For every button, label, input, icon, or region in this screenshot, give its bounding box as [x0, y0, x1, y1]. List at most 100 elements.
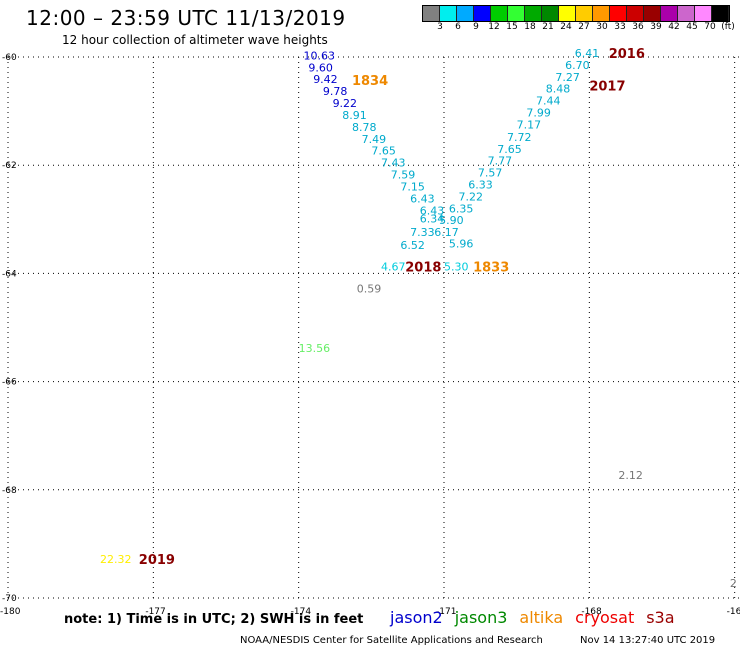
legend-swatch	[491, 6, 508, 21]
legend-swatch	[627, 6, 644, 21]
wave-height-value: 9.22	[333, 97, 358, 110]
legend-swatch	[661, 6, 678, 21]
satellite-legend: jason2 jason3 altika cryosat s3a	[390, 608, 687, 627]
legend-swatch	[440, 6, 457, 21]
lon-tick-label: -16	[727, 607, 740, 617]
wave-height-value: 7.57	[478, 167, 503, 180]
wave-height-value: 8.78	[352, 121, 377, 134]
wave-height-value: 7.43	[381, 156, 406, 169]
legend-label: 9	[473, 22, 479, 32]
color-legend	[422, 5, 730, 22]
legend-label: 33	[614, 22, 626, 32]
lon-tick-label: -171	[436, 607, 456, 617]
lon-tick-label: -174	[291, 607, 312, 617]
legend-label: 15	[506, 22, 518, 32]
legend-swatch	[457, 6, 474, 21]
wave-height-value: 9.42	[313, 73, 338, 86]
pass-time-label: 1834	[352, 74, 388, 89]
legend-swatch	[644, 6, 661, 21]
satellite-s3a: s3a	[646, 608, 675, 627]
legend-label: 30	[596, 22, 608, 32]
wave-height-value: 7.77	[488, 155, 512, 168]
legend-label: 24	[560, 22, 572, 32]
pass-time-label: 1833	[473, 261, 509, 276]
lon-tick-label: -180	[0, 607, 21, 617]
legend-swatch	[593, 6, 610, 21]
wave-height-value: 5.90	[439, 214, 464, 227]
pass-time-label: 2019	[139, 553, 175, 568]
wave-height-value: 6.43	[420, 204, 445, 217]
wave-height-value: 7.49	[362, 133, 387, 146]
wave-height-observations: 10.639.609.429.789.228.918.787.497.657.4…	[100, 47, 737, 590]
legend-label: 42	[668, 22, 680, 32]
wave-height-value: 0.59	[357, 282, 382, 295]
page-title: 12:00 – 23:59 UTC 11/13/2019	[26, 6, 346, 30]
lon-tick-label: -177	[145, 607, 165, 617]
wave-height-value: 9.60	[308, 62, 333, 75]
axis-labels: -60 -62 -64 -66 -68 -70 -180 -177 -174 -171 -168 -1…	[0, 53, 740, 617]
legend-swatch	[525, 6, 542, 21]
wave-height-value: 6.33	[468, 178, 493, 191]
legend-label: (ft)	[721, 22, 735, 32]
map-grid	[7, 56, 740, 599]
lat-tick-label: -70	[2, 594, 17, 604]
wave-height-value: 6.41	[575, 47, 600, 60]
lat-tick-label: -60	[2, 53, 17, 63]
wave-height-value: 6.35	[449, 202, 474, 215]
lon-tick-label: -168	[581, 607, 602, 617]
legend-label: 12	[488, 22, 500, 32]
wave-height-value: 2.12	[618, 469, 643, 482]
satellite-jason2: jason2	[390, 608, 443, 627]
legend-label: 70	[704, 22, 716, 32]
legend-swatch	[678, 6, 695, 21]
legend-swatch	[610, 6, 627, 21]
wave-height-value: 9.78	[323, 85, 348, 98]
wave-height-value: 7.17	[517, 118, 542, 131]
wave-height-value: 22.32	[100, 553, 131, 566]
timestamp: Nov 14 13:27:40 UTC 2019	[580, 635, 716, 646]
legend-label: 39	[650, 22, 662, 32]
legend-label: 21	[542, 22, 554, 32]
wave-height-value: 7.65	[371, 144, 396, 157]
legend-label: 45	[686, 22, 698, 32]
wave-height-value: 6.43	[410, 193, 435, 206]
credit-line: NOAA/NESDIS Center for Satellite Applica…	[240, 635, 543, 646]
wave-height-value: 6.34	[420, 213, 445, 226]
wave-height-value: 10.63	[304, 50, 336, 63]
wave-height-value: 13.56	[299, 342, 331, 355]
lat-tick-label: -66	[2, 378, 17, 388]
wave-height-value: 5.30	[444, 261, 469, 274]
wave-height-value: 7.59	[391, 169, 416, 182]
legend-label: 6	[455, 22, 461, 32]
wave-height-value: 7.65	[497, 143, 522, 156]
time-labels: 1834 2016 2017 2018 1833 2019	[139, 47, 645, 568]
pass-time-label: 2018	[405, 261, 441, 276]
pass-time-label: 2017	[589, 79, 625, 94]
legend-label: 36	[632, 22, 644, 32]
wave-height-value: 7.27	[555, 71, 580, 84]
wave-height-value: 7.22	[459, 190, 484, 203]
footer-note: note: 1) Time is in UTC; 2) SWH is in fe…	[64, 612, 364, 627]
legend-swatch	[474, 6, 491, 21]
legend-swatch	[508, 6, 525, 21]
lat-tick-label: -62	[2, 161, 17, 171]
wave-height-value: 2	[730, 577, 737, 590]
legend-swatch	[542, 6, 559, 21]
lat-tick-label: -68	[2, 486, 17, 496]
wave-height-value: 7.72	[507, 131, 532, 144]
legend-label: 27	[578, 22, 590, 32]
wave-height-value: 7.33	[410, 226, 435, 239]
wave-height-value: 6.52	[400, 239, 425, 252]
wave-height-value: 7.99	[526, 107, 551, 120]
legend-swatch	[576, 6, 593, 21]
wave-height-value: 4.67	[381, 261, 406, 274]
wave-height-value: 6.70	[565, 59, 590, 72]
pass-time-label: 2016	[609, 47, 645, 62]
wave-height-value: 6.17	[434, 226, 459, 239]
legend-swatch	[712, 6, 729, 21]
satellite-jason3: jason3	[454, 608, 508, 627]
legend-label: 3	[437, 22, 443, 32]
wave-height-value: 7.44	[536, 95, 561, 108]
legend-label: 18	[524, 22, 536, 32]
